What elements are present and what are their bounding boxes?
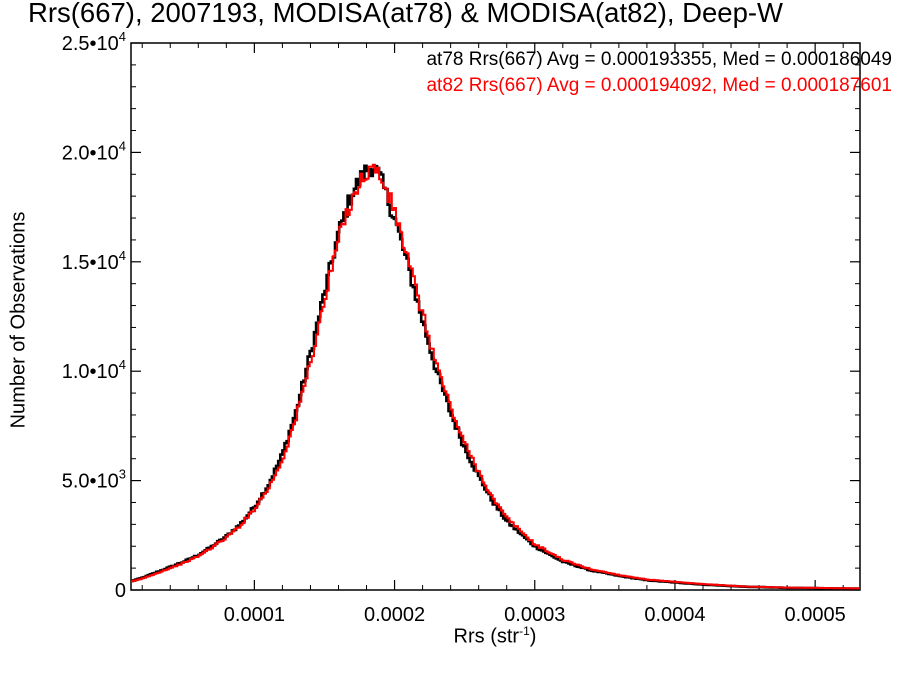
x-tick-label: 0.0004 — [644, 604, 705, 626]
x-axis-label-exponent: -1 — [519, 624, 530, 638]
x-tick-label: 0.0003 — [504, 604, 565, 626]
legend-entry-at78: at78 Rrs(667) Avg = 0.000193355, Med = 0… — [426, 49, 892, 70]
x-tick-label: 0.0001 — [224, 604, 285, 626]
legend-entry-at82: at82 Rrs(667) Avg = 0.000194092, Med = 0… — [426, 75, 892, 96]
y-tick-label: 2.5•104 — [62, 29, 126, 55]
x-axis-label: Rrs (str-1) — [454, 624, 537, 649]
y-tick-label: 0 — [115, 580, 126, 602]
y-tick-label: 1.5•104 — [62, 248, 126, 274]
chart-title: Rrs(667), 2007193, MODISA(at78) & MODISA… — [28, 0, 783, 28]
y-tick-label: 5.0•103 — [62, 467, 126, 493]
y-tick-label: 1.0•104 — [62, 357, 126, 383]
series-lines — [131, 163, 860, 590]
y-axis-label: Number of Observations — [7, 211, 30, 429]
y-tick-labels: 0 5.0•103 1.0•104 1.5•104 2.0•104 2.5•104 — [62, 29, 126, 602]
plot-frame — [130, 42, 861, 591]
x-tick-label: 0.0002 — [364, 604, 425, 626]
x-tick-labels: 0.0001 0.0002 0.0003 0.0004 0.0005 — [224, 604, 846, 626]
x-axis-label-close: ) — [529, 625, 537, 648]
x-tick-label: 0.0005 — [785, 604, 846, 626]
series-at82-line — [131, 163, 860, 590]
y-tick-label: 2.0•104 — [62, 138, 126, 164]
x-axis-label-text: Rrs (str — [453, 625, 520, 648]
axis-ticks — [131, 42, 860, 591]
